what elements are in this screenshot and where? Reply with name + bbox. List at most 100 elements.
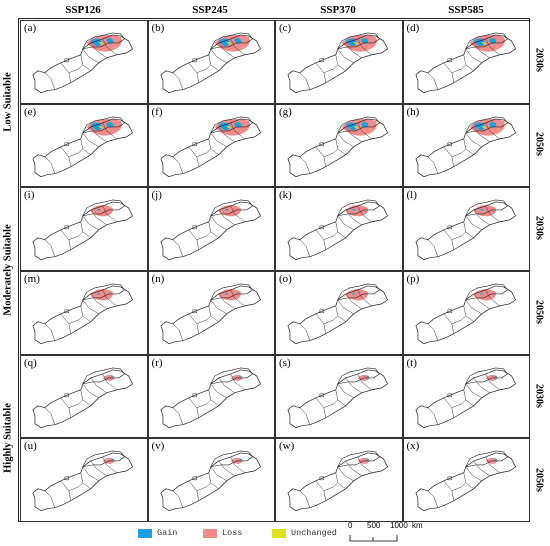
district-boundary [357, 122, 372, 139]
region-map [415, 283, 516, 345]
suitability-area [226, 42, 231, 45]
district-boundary [464, 199, 508, 217]
region-outline [415, 452, 516, 512]
suitability-area [479, 209, 483, 212]
suitability-area [218, 38, 231, 47]
suitability-area [488, 121, 496, 128]
district-boundary [90, 293, 107, 310]
suitability-area [214, 34, 250, 52]
district-boundary [210, 383, 227, 398]
district-boundary [196, 482, 211, 492]
district-boundary [473, 210, 490, 226]
suitability-area [238, 375, 242, 378]
district-boundary [345, 461, 362, 477]
scale-tick-500: 500 [367, 521, 381, 530]
district-boundary [473, 293, 490, 310]
district-boundary [337, 283, 381, 301]
region-outline [287, 34, 389, 94]
region-map [287, 32, 389, 94]
district-boundary [68, 231, 83, 241]
district-boundary [172, 323, 183, 341]
map-panel: (n) [147, 271, 275, 355]
region-map [160, 283, 261, 345]
suitability-area [469, 118, 505, 136]
district-boundary [337, 32, 381, 50]
district-boundary [464, 450, 508, 468]
map-panel: (r) [147, 354, 275, 439]
district-boundary [465, 216, 482, 231]
district-boundary [102, 122, 117, 139]
scale-tick-1000: 1000 [390, 521, 408, 530]
district-boundary [218, 293, 235, 310]
panel-label: (i) [24, 189, 35, 202]
panel-label: (h) [406, 105, 420, 118]
panel-label: (p) [406, 273, 420, 285]
region-outline [415, 285, 516, 345]
suitability-area [353, 125, 358, 129]
scale-bar: 0 500 1000 km [345, 521, 425, 545]
suitability-area [469, 34, 505, 52]
region-map [287, 450, 389, 512]
district-boundary [196, 315, 211, 325]
suitability-area [218, 122, 231, 130]
city-marker [319, 142, 325, 146]
suitability-area [90, 38, 103, 47]
region-outline [160, 285, 261, 345]
district-boundary [427, 72, 438, 90]
district-boundary [337, 199, 381, 217]
panel-label: (u) [24, 440, 37, 453]
suitability-area [365, 375, 369, 378]
district-boundary [209, 199, 253, 217]
suitability-area [110, 375, 114, 378]
panel-label: (n) [151, 273, 165, 285]
district-boundary [427, 490, 438, 509]
suitability-area [361, 38, 369, 44]
district-boundary [337, 116, 381, 133]
district-boundary [337, 132, 354, 147]
district-boundary [484, 206, 500, 223]
region-map [160, 32, 261, 94]
district-boundary [82, 450, 126, 468]
district-boundary [44, 239, 56, 258]
region-map [287, 199, 389, 261]
district-boundary [90, 126, 107, 142]
district-boundary [90, 42, 107, 59]
district-boundary [82, 283, 126, 301]
map-panel: (h) [402, 103, 530, 188]
panel-label: (c) [279, 22, 292, 34]
district-boundary [209, 367, 253, 384]
district-boundary [68, 64, 83, 74]
suitability-area [481, 42, 486, 45]
district-boundary [357, 289, 372, 307]
panel-label: (o) [279, 273, 292, 285]
decade-label: 2050s [533, 132, 545, 156]
panel-label: (k) [279, 189, 292, 202]
district-boundary [229, 373, 245, 390]
city-marker [319, 393, 325, 397]
district-boundary [44, 156, 56, 174]
district-boundary [196, 148, 211, 157]
city-marker [64, 393, 70, 397]
suitability-area [96, 209, 100, 212]
map-panel: (a) [20, 20, 148, 104]
panel-label: (f) [151, 105, 163, 118]
district-boundary [210, 132, 227, 147]
map-panel: (b) [147, 20, 275, 104]
region-outline [287, 452, 389, 512]
map-panel: (p) [402, 271, 530, 355]
region-map [32, 450, 134, 512]
region-outline [287, 118, 389, 177]
row-group-highly-suitable: Highly Suitable [2, 403, 14, 473]
district-boundary [90, 210, 107, 226]
district-boundary [82, 199, 126, 217]
region-map [287, 367, 389, 428]
map-panel: (j) [147, 187, 275, 271]
district-boundary [345, 42, 362, 59]
district-boundary [464, 32, 508, 50]
region-map [160, 199, 261, 261]
map-panel: (u) [20, 438, 148, 522]
panel-label: (r) [151, 356, 163, 369]
city-marker [447, 476, 452, 481]
region-map [415, 199, 516, 261]
district-boundary [473, 461, 490, 477]
